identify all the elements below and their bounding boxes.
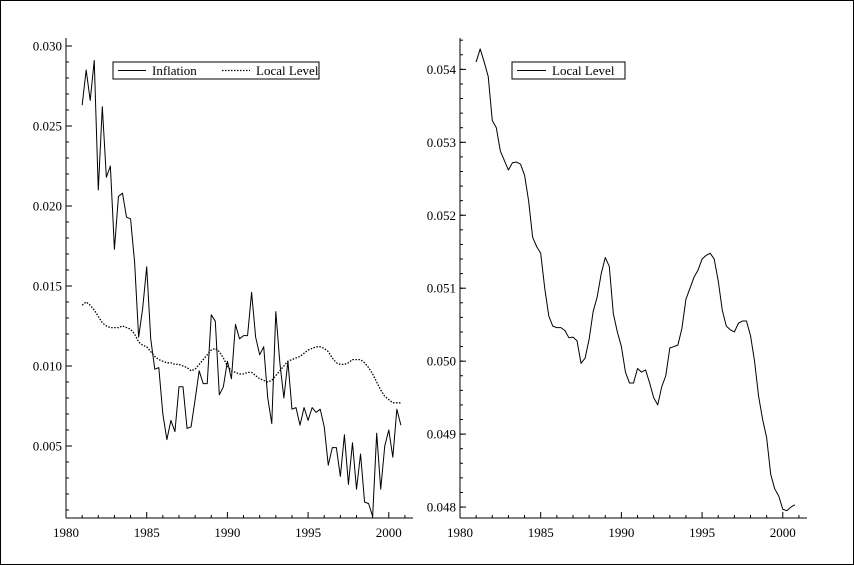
- right-y-tick-label: 0.054: [427, 62, 457, 77]
- right-x-tick-label: 2000: [770, 525, 796, 540]
- legend-label-right-local-level: Local Level: [552, 63, 615, 78]
- right-series-layer: [475, 48, 796, 512]
- left-y-tick-label: 0.030: [33, 39, 62, 54]
- legend-label-inflation: Inflation: [152, 63, 197, 78]
- left-x-tick-label: 1995: [295, 525, 321, 540]
- left-chart: 1980 1985 1990 1995 2000 0.005 0.010 0.015 0.020…: [33, 38, 413, 540]
- right-x-tick-label: 1985: [528, 525, 554, 540]
- right-ticks: 1980 1985 1990 1995 2000 0.048 0.049 0.050 0.051…: [427, 39, 800, 540]
- right-chart: 1980 1985 1990 1995 2000 0.048 0.049 0.050 0.051…: [427, 38, 807, 540]
- left-x-tick-label: 2000: [376, 525, 402, 540]
- left-series-local-level-line: [81, 301, 401, 404]
- right-x-tick-label: 1980: [447, 525, 473, 540]
- right-y-tick-label: 0.049: [427, 427, 456, 442]
- right-legend-box: [511, 61, 626, 80]
- right-x-tick-label: 1995: [689, 525, 715, 540]
- right-y-tick-label: 0.053: [427, 135, 456, 150]
- left-y-tick-label: 0.015: [33, 279, 62, 294]
- left-y-tick-label: 0.020: [33, 199, 62, 214]
- left-x-tick-label: 1980: [53, 525, 79, 540]
- right-y-tick-label: 0.048: [427, 500, 456, 515]
- left-legend-box: [112, 61, 320, 80]
- right-x-tick-label: 1990: [608, 525, 634, 540]
- right-y-tick-label: 0.052: [427, 208, 456, 223]
- left-gridless-ticks: 1980 1985 1990 1995 2000 0.005 0.010 0.015 0.020…: [33, 39, 406, 540]
- legend-label-local-level: Local Level: [256, 63, 319, 78]
- left-series-layer: [81, 59, 402, 517]
- right-y-tick-label: 0.050: [427, 354, 456, 369]
- right-legend: Local Level: [511, 61, 626, 80]
- left-x-tick-label: 1990: [214, 525, 240, 540]
- left-y-tick-label: 0.025: [33, 119, 62, 134]
- right-series-local-level-line: [475, 48, 796, 512]
- left-legend: Inflation Local Level: [112, 61, 320, 80]
- left-y-tick-label: 0.010: [33, 359, 62, 374]
- left-series-inflation-line: [81, 59, 402, 517]
- left-y-tick-label: 0.005: [33, 439, 62, 454]
- left-x-tick-label: 1985: [134, 525, 160, 540]
- right-y-tick-label: 0.051: [427, 281, 456, 296]
